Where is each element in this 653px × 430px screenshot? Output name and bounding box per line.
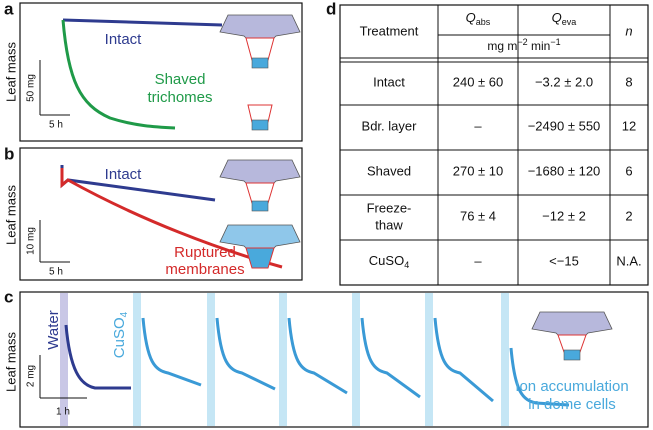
scale-label: 10 mg bbox=[26, 227, 37, 255]
band bbox=[133, 293, 141, 426]
panel-d: d Treatment Qabs Qeva n mg m−2 min−1 Intact 24… bbox=[326, 0, 649, 286]
y-label: Leaf mass bbox=[3, 42, 18, 102]
band bbox=[352, 293, 360, 426]
cell: Bdr. layer bbox=[362, 118, 418, 133]
note: in dome cells bbox=[528, 396, 616, 413]
cell: 2 bbox=[625, 208, 632, 223]
band bbox=[60, 293, 68, 426]
panel-label: d bbox=[326, 0, 336, 18]
schematic bbox=[219, 14, 301, 131]
cell: −3.2 ± 2.0 bbox=[535, 74, 593, 89]
curve bbox=[64, 324, 131, 390]
curve bbox=[61, 19, 176, 130]
panel-frame bbox=[19, 2, 303, 142]
cell: thaw bbox=[375, 217, 403, 232]
curve-label: Ruptured bbox=[174, 244, 236, 261]
panel-label: a bbox=[4, 0, 14, 18]
cell: 240 ± 60 bbox=[453, 74, 504, 89]
scale-label: 5 h bbox=[49, 267, 63, 278]
cell: 12 bbox=[622, 118, 636, 133]
panel-b: b Leaf mass 10 mg 5 h Intact Ruptured me… bbox=[3, 144, 303, 281]
panel-a: a Leaf mass 50 mg 5 h Intact Shaved tric… bbox=[3, 0, 303, 142]
curve-label: membranes bbox=[165, 261, 244, 278]
scale-label: 2 mg bbox=[26, 365, 37, 387]
series-label: Water bbox=[45, 310, 62, 349]
panel-label: b bbox=[4, 144, 14, 163]
table-frame bbox=[339, 4, 649, 286]
cell: Freeze- bbox=[367, 200, 412, 215]
panel-label: c bbox=[4, 287, 13, 306]
curve-label: trichomes bbox=[147, 89, 212, 106]
cell: – bbox=[474, 118, 482, 133]
curve bbox=[215, 317, 276, 391]
cell: N.A. bbox=[616, 253, 641, 268]
units: mg m−2 min−1 bbox=[487, 37, 560, 53]
curve bbox=[509, 347, 570, 407]
panel-frame bbox=[19, 291, 649, 428]
schematic bbox=[219, 159, 301, 269]
cell: 8 bbox=[625, 74, 632, 89]
cell: CuSO4 bbox=[369, 253, 409, 270]
curve bbox=[360, 317, 421, 399]
schematic bbox=[531, 311, 613, 361]
curve-label: Shaved bbox=[155, 71, 206, 88]
cell: – bbox=[474, 253, 482, 268]
curve bbox=[62, 18, 223, 27]
y-label: Leaf mass bbox=[3, 185, 18, 245]
column-header: Qeva bbox=[552, 10, 577, 27]
panel-c: c Leaf mass 2 mg 1 h Water CuSO4 Ion acc… bbox=[3, 287, 649, 428]
curve bbox=[433, 317, 494, 403]
band bbox=[279, 293, 287, 426]
scale-label: 1 h bbox=[56, 407, 70, 418]
column-header: Treatment bbox=[360, 23, 419, 38]
note: Ion accumulation bbox=[515, 378, 628, 395]
band bbox=[501, 293, 509, 426]
curve bbox=[287, 317, 348, 395]
cell: <−15 bbox=[549, 253, 579, 268]
curve-label: Intact bbox=[105, 31, 143, 48]
cell: Shaved bbox=[367, 163, 411, 178]
column-header: Qabs bbox=[466, 10, 491, 27]
cell: 6 bbox=[625, 163, 632, 178]
cell: −1680 ± 120 bbox=[528, 163, 601, 178]
band bbox=[425, 293, 433, 426]
curve-label: Intact bbox=[105, 166, 143, 183]
panel-frame bbox=[19, 147, 303, 281]
scale-label: 50 mg bbox=[26, 74, 37, 102]
y-label: Leaf mass bbox=[3, 332, 18, 392]
scale-label: 5 h bbox=[49, 120, 63, 131]
series-label: CuSO4 bbox=[111, 311, 130, 358]
curve bbox=[141, 317, 202, 387]
column-header: n bbox=[625, 23, 632, 38]
cell: −2490 ± 550 bbox=[528, 118, 601, 133]
band bbox=[207, 293, 215, 426]
cell: Intact bbox=[373, 74, 405, 89]
cell: 76 ± 4 bbox=[460, 208, 496, 223]
cell: −12 ± 2 bbox=[542, 208, 586, 223]
cell: 270 ± 10 bbox=[453, 163, 504, 178]
